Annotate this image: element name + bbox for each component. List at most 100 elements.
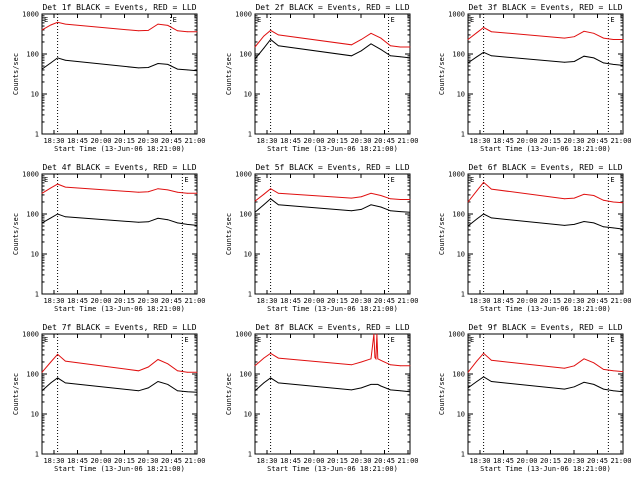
data-point (380, 385, 382, 387)
x-tick-label: 21:00 (184, 457, 205, 465)
data-point (177, 222, 178, 224)
data-point (583, 193, 585, 195)
chart-panel-5: Det 5f BLACK = Events, RED = LLD 1 10 100 10… (225, 163, 419, 313)
y-tick-label: 10 (31, 411, 39, 419)
series-lld-red (467, 181, 624, 204)
data-point (278, 357, 279, 359)
data-point (351, 55, 352, 57)
data-point (147, 191, 149, 193)
x-tick-label: 18:30 (256, 297, 277, 305)
y-axis-label: Counts/sec (12, 373, 20, 415)
y-tick-label: 10 (31, 91, 39, 99)
data-point (583, 30, 585, 32)
data-point (603, 199, 604, 201)
series-events-black (254, 198, 411, 213)
plot-frame (254, 173, 411, 295)
data-point (564, 388, 565, 390)
data-point (278, 204, 279, 206)
data-point (377, 384, 379, 385)
data-point (476, 381, 478, 382)
x-tick-label: 18:45 (280, 297, 301, 305)
data-point (467, 62, 469, 64)
data-point (57, 21, 58, 23)
data-point (41, 222, 43, 224)
data-point (390, 389, 391, 391)
y-axis-label: Counts/sec (12, 53, 20, 95)
data-point (270, 198, 271, 200)
event-marker-label: E (44, 16, 48, 24)
data-point (157, 23, 159, 25)
data-point (399, 46, 401, 48)
data-point (483, 27, 484, 28)
data-point (360, 387, 362, 389)
data-point (138, 221, 139, 223)
x-tick-label: 18:45 (493, 137, 514, 145)
data-point (65, 216, 66, 218)
data-point (491, 55, 492, 57)
data-point (491, 217, 492, 219)
x-tick-label: 21:00 (397, 297, 418, 305)
y-tick-label: 100 (26, 51, 39, 59)
data-point (375, 384, 377, 385)
data-point (186, 192, 188, 194)
data-point (138, 370, 139, 372)
chart-panel-6: Det 6f BLACK = Events, RED = LLD 1 10 100 10… (438, 163, 632, 313)
data-point (370, 204, 372, 206)
data-point (167, 64, 169, 65)
y-tick-label: 1 (35, 131, 39, 139)
data-point (167, 363, 169, 365)
data-point (409, 46, 411, 48)
x-tick-label: 20:30 (137, 297, 158, 305)
series-events-black (254, 377, 411, 393)
x-tick-label: 18:30 (256, 137, 277, 145)
data-point (491, 381, 492, 382)
y-tick-label: 10 (457, 251, 465, 259)
event-marker-label: E (257, 16, 261, 24)
event-marker-label: E (173, 16, 177, 24)
data-point (593, 222, 595, 224)
y-tick-label: 10 (244, 91, 252, 99)
data-point (254, 200, 256, 202)
chart-title: Det 7f BLACK = Events, RED = LLD (42, 323, 196, 332)
x-tick-label: 18:45 (67, 137, 88, 145)
plot-frame (41, 333, 198, 455)
data-point (380, 359, 382, 361)
data-point (483, 376, 484, 378)
y-tick-label: 1000 (235, 331, 252, 339)
data-point (612, 64, 614, 65)
data-point (157, 359, 159, 360)
x-tick-label: 18:45 (280, 457, 301, 465)
plot-frame (254, 13, 411, 135)
x-axis-label: Start Time (13-Jun-06 18:21:00) (267, 305, 398, 313)
data-point (196, 31, 198, 33)
data-point (270, 352, 271, 354)
event-marker-label: E (470, 176, 474, 184)
y-tick-label: 1 (248, 291, 252, 299)
data-point (41, 390, 43, 392)
data-point (186, 224, 188, 225)
data-point (376, 384, 378, 385)
data-point (380, 49, 382, 50)
event-marker-label: E (44, 176, 48, 184)
data-point (196, 70, 198, 72)
x-tick-label: 20:00 (303, 137, 324, 145)
x-tick-label: 20:45 (374, 297, 395, 305)
data-point (390, 45, 391, 47)
y-tick-label: 100 (239, 51, 252, 59)
x-tick-label: 20:00 (303, 457, 324, 465)
data-point (57, 377, 58, 379)
x-tick-label: 20:15 (114, 457, 135, 465)
data-point (380, 195, 382, 196)
x-tick-label: 20:45 (587, 457, 608, 465)
data-point (476, 32, 478, 34)
data-point (476, 190, 478, 192)
data-point (50, 24, 52, 26)
event-marker-label: E (257, 176, 261, 184)
y-tick-label: 100 (452, 211, 465, 219)
data-point (593, 362, 595, 364)
x-tick-label: 18:30 (469, 297, 490, 305)
y-tick-label: 100 (26, 371, 39, 379)
data-point (467, 201, 469, 203)
data-point (167, 219, 169, 221)
